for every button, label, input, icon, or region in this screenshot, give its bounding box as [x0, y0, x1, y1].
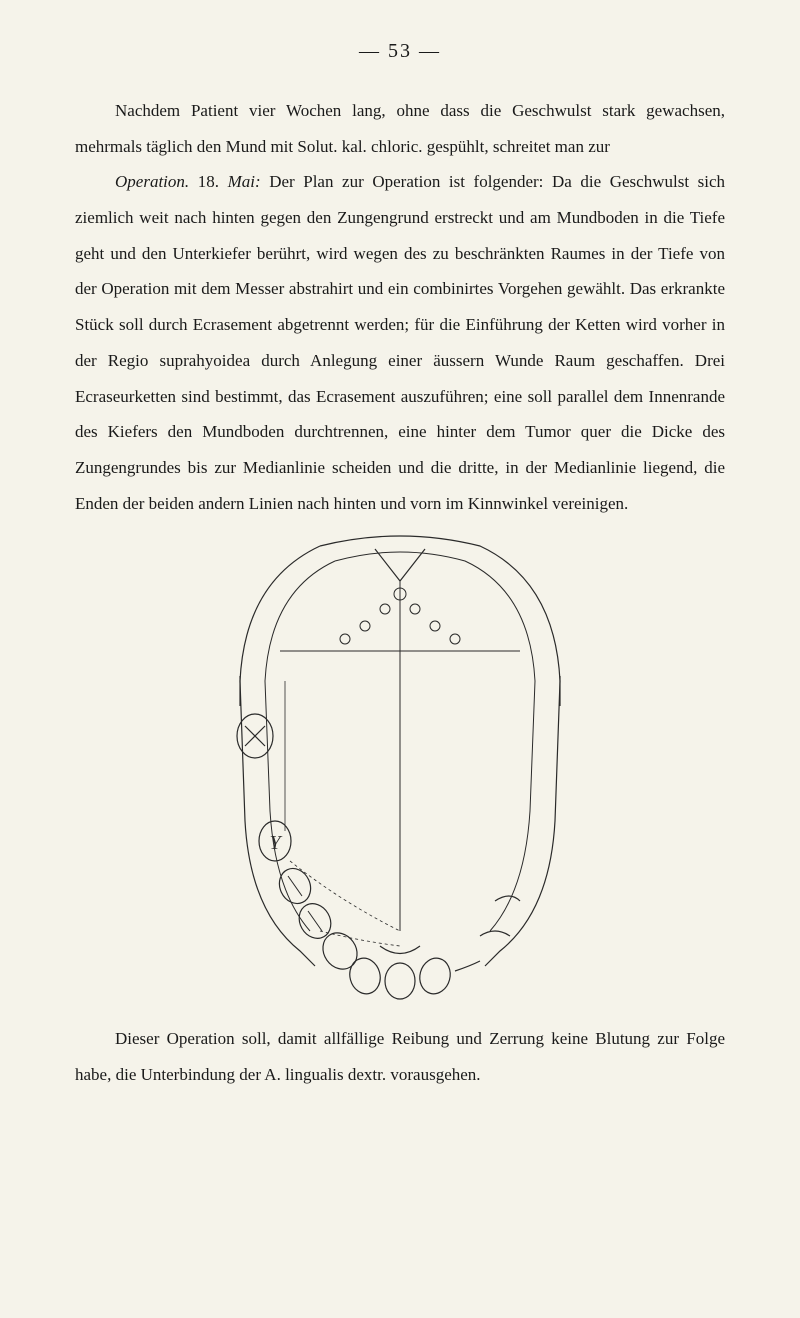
p2-continue: Der Plan zur Operation ist folgender: Da…	[75, 172, 725, 512]
p2-rest: 18.	[189, 172, 227, 191]
anatomical-diagram: Y	[190, 531, 610, 1001]
paragraph-1: Nachdem Patient vier Wochen lang, ohne d…	[75, 93, 725, 164]
diagram-container: Y	[75, 531, 725, 1001]
page-number: — 53 —	[75, 40, 725, 63]
paragraph-2: Operation. 18. Mai: Der Plan zur Operati…	[75, 164, 725, 521]
svg-text:Y: Y	[269, 832, 282, 854]
operation-label: Operation.	[115, 172, 189, 191]
date-label: Mai:	[228, 172, 261, 191]
main-text: Nachdem Patient vier Wochen lang, ohne d…	[75, 93, 725, 521]
paragraph-3: Dieser Operation soll, damit allfällige …	[75, 1021, 725, 1092]
